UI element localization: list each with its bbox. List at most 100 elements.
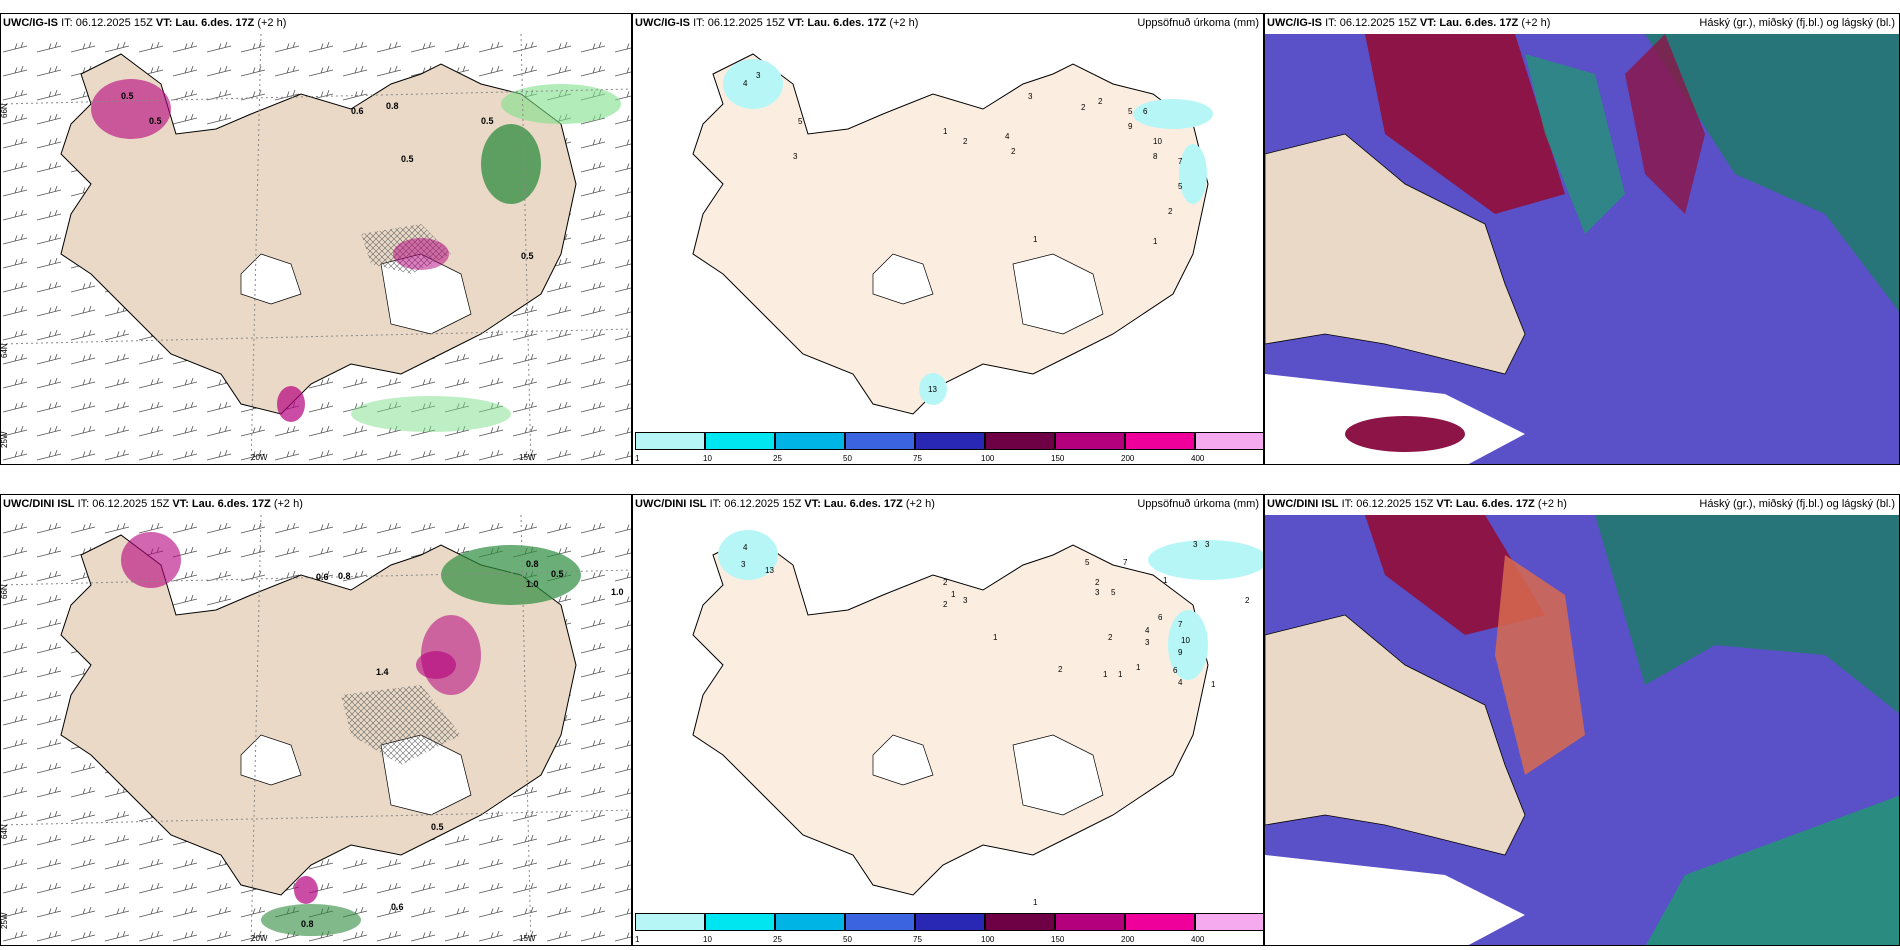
precip-value: 3: [1193, 540, 1198, 549]
clear-sky: [1265, 855, 1525, 945]
high-cloud: [1525, 54, 1625, 234]
cloud-map-ig: [1265, 34, 1899, 464]
precip-value: 0.6: [316, 572, 329, 582]
precip-value: 6: [1143, 107, 1148, 116]
precip-value: 0.8: [338, 571, 351, 581]
cloud-panel-dini: UWC/DINI ISL IT: 06.12.2025 15Z VT: Lau.…: [1264, 494, 1900, 946]
mid-cloud: [1345, 416, 1465, 452]
colorbar-tick: 1: [635, 935, 640, 944]
precip-value: 8: [1153, 152, 1158, 161]
precip-area: [919, 373, 947, 405]
precip-value: 10: [1181, 636, 1190, 645]
colorbar-segment: [1195, 432, 1263, 450]
precip-area: [1179, 144, 1207, 204]
precip-value: 0.5: [481, 116, 494, 126]
precip-value: 4: [1005, 132, 1010, 141]
precip-cell: [481, 124, 541, 204]
accum-precip-panel-ig: UWC/IG-IS IT: 06.12.2025 15Z VT: Lau. 6.…: [632, 13, 1264, 465]
colorbar-tick: 150: [1051, 454, 1065, 463]
precip-cell: [501, 84, 621, 124]
meridian: [520, 514, 532, 945]
precip-value: 2: [1081, 103, 1086, 112]
wind-map-ig: 0.5 0.5 0.5 0.5 0.6 0.8 0.5 20W 15W 66N …: [1, 33, 631, 464]
precip-value: 1: [993, 633, 998, 642]
precip-value: 13: [765, 566, 774, 575]
precip-area: [1133, 99, 1213, 129]
glacier: [872, 734, 934, 786]
precip-value: 0.8: [386, 101, 399, 111]
precip-value: 5: [1128, 107, 1133, 116]
colorbar-segment: [1125, 913, 1195, 931]
high-cloud: [1645, 34, 1899, 312]
precip-value: 0.6: [351, 106, 364, 116]
high-cloud: [1595, 515, 1899, 714]
colorbar-segment: [1125, 432, 1195, 450]
precip-value: 7: [1178, 157, 1183, 166]
precip-value: 6: [1173, 666, 1178, 675]
precip-value: 2: [963, 137, 968, 146]
precip-cell: [91, 79, 171, 139]
precip-value: 2: [943, 578, 948, 587]
precip-cell: [351, 396, 511, 432]
precip-value: 1: [951, 590, 956, 599]
precip-value: 5: [1178, 182, 1183, 191]
colorbar-tick: 75: [913, 454, 922, 463]
colorbar-ticks: 1 10 25 50 75 100 150 200 400: [635, 935, 1263, 945]
precip-value: 10: [1153, 137, 1162, 146]
precip-value: 7: [1178, 620, 1183, 629]
colorbar-tick: 50: [843, 935, 852, 944]
precip-area: [723, 59, 783, 109]
cloud-panel-ig: UWC/IG-IS IT: 06.12.2025 15Z VT: Lau. 6.…: [1264, 13, 1900, 465]
lat-label: 64N: [1, 824, 9, 839]
precip-value: 1.0: [611, 587, 624, 597]
glacier: [1012, 734, 1104, 816]
precip-value: 2: [1058, 665, 1063, 674]
iceland-land: [1265, 133, 1526, 375]
precip-value: 4: [743, 79, 748, 88]
precip-cell: [277, 386, 305, 422]
iceland-land: [692, 534, 1209, 896]
mid-cloud: [1365, 34, 1565, 214]
colorbar: [635, 432, 1263, 452]
precip-value: 3: [741, 560, 746, 569]
panel-title: UWC/DINI ISL IT: 06.12.2025 15Z VT: Lau.…: [635, 498, 935, 510]
colorbar-segment: [845, 913, 915, 931]
colorbar-segment: [775, 913, 845, 931]
precip-cell: [121, 532, 181, 588]
colorbar-tick: 100: [981, 935, 995, 944]
parallel: [1, 569, 631, 586]
precip-value: 0.5: [149, 116, 162, 126]
colorbar-tick: 1: [635, 454, 640, 463]
parallel: [1, 88, 631, 105]
lon-label: 15W: [519, 934, 536, 943]
panel-variable: Háský (gr.), miðský (fj.bl.) og lágský (…: [1699, 17, 1895, 29]
precip-value: 4: [1145, 626, 1150, 635]
colorbar-segment: [985, 432, 1055, 450]
wind-precip-panel-dini: UWC/DINI ISL IT: 06.12.2025 15Z VT: Lau.…: [0, 494, 632, 946]
wind-precip-panel-ig: UWC/IG-IS IT: 06.12.2025 15Z VT: Lau. 6.…: [0, 13, 632, 465]
precip-value: 2: [1095, 578, 1100, 587]
accum-map-dini: 4 3 13 2 2 3 1 1 5 7 3 3 1 2 2 3 5 6 4 3…: [692, 530, 1263, 907]
colorbar-segment: [635, 913, 705, 931]
precip-value: 1.0: [526, 579, 539, 589]
lat-label: 66N: [1, 103, 9, 118]
colorbar-tick: 200: [1121, 454, 1135, 463]
precip-value: 2: [1245, 596, 1250, 605]
accum-precip-panel-dini: UWC/DINI ISL IT: 06.12.2025 15Z VT: Lau.…: [632, 494, 1264, 946]
precip-value: 3: [1145, 638, 1150, 647]
accum-map-ig: 4 3 5 3 1 2 4 2 3 2 2 5 6 9 10 7 8 5 2 1…: [692, 53, 1213, 415]
precip-value: 0.5: [521, 251, 534, 261]
meridian: [250, 514, 262, 945]
colorbar-segment: [1055, 432, 1125, 450]
colorbar-tick: 25: [773, 935, 782, 944]
colorbar-segment: [985, 913, 1055, 931]
precip-value: 0.8: [301, 919, 314, 929]
colorbar-tick: 150: [1051, 935, 1065, 944]
precip-value: 1.4: [376, 667, 389, 677]
colorbar-tick: 400: [1191, 454, 1205, 463]
precip-value: 1: [1163, 576, 1168, 585]
high-cloud: [1646, 795, 1899, 945]
wind-map-dini: 0.6 0.8 0.5 1.0 1.0 0.8 0.6 1.4 0.5 0.8 …: [1, 514, 631, 945]
precip-value: 9: [1128, 122, 1133, 131]
lon-label: 15W: [519, 453, 536, 462]
